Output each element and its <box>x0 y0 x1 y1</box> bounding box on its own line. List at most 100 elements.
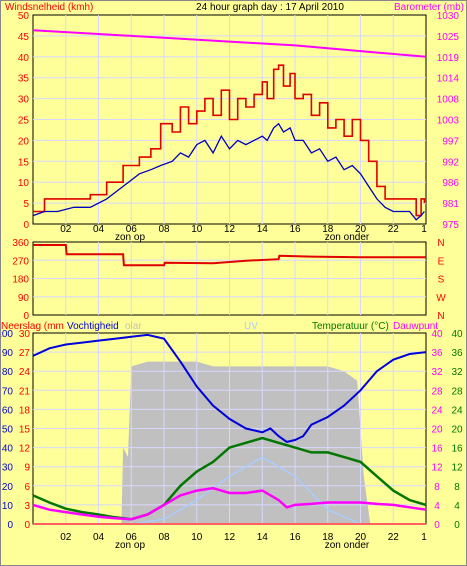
wind-x-tick-label: 08 <box>158 224 170 235</box>
barometer-line <box>32 29 427 58</box>
rain-y-tick-label: 9 <box>24 463 30 474</box>
wind-gust-line <box>33 64 426 217</box>
wind-x-tick-label: 14 <box>257 224 269 235</box>
dewpoint-y-tick-label: 36 <box>431 348 443 359</box>
wind-y-tick-label: 15 <box>18 157 30 168</box>
wind-y-tick-label: 45 <box>18 32 30 43</box>
sunrise-label-bottom: zon op <box>115 540 145 551</box>
wind-ticks: 0 5 10 15 20 25 30 35 40 45 50 975 981 986 992 997 1003 1… <box>18 11 460 235</box>
rain-y-tick-label: 30 <box>19 329 31 340</box>
rain-humidity-x-tick-label: 04 <box>93 532 105 543</box>
wind-x-tick-label: 18 <box>322 224 334 235</box>
barometer-y-tick-label: 992 <box>442 157 459 168</box>
humidity-y-tick-label: 30 <box>2 463 14 474</box>
barometer-y-tick-label: 986 <box>442 178 459 189</box>
uv-line <box>33 456 426 525</box>
rain-humidity-x-tick-label: 12 <box>224 532 236 543</box>
dewpoint-y-tick-label: 32 <box>431 367 443 378</box>
dewpoint-y-tick-label: 40 <box>431 329 443 340</box>
rain-humidity-x-tick-label: 08 <box>158 532 170 543</box>
dewpoint-y-tick-label: 20 <box>431 425 443 436</box>
temperature-y-tick-label: 12 <box>451 463 463 474</box>
rain-y-tick-label: 6 <box>24 482 30 493</box>
barometer-y-tick-label: 1030 <box>437 11 460 22</box>
humidity-y-tick-label: 50 <box>2 425 14 436</box>
humidity-line <box>32 333 427 443</box>
wind-x-tick-label: 02 <box>60 224 72 235</box>
wind-x-tick-label: 06 <box>126 224 138 235</box>
dewpoint-y-tick-label: 24 <box>431 405 443 416</box>
temperature-y-tick-label: 8 <box>454 482 460 493</box>
rain-y-tick-label: 3 <box>24 501 30 512</box>
humidity-y-tick-label: 90 <box>2 348 14 359</box>
direction-y-tick-label: 90 <box>18 293 30 304</box>
wind-y-tick-label: 25 <box>18 116 30 127</box>
rain-humidity-grid <box>33 333 426 524</box>
wind-x-tick-label: 22 <box>388 224 400 235</box>
wind-direction-line <box>33 244 426 267</box>
rain-humidity-x-tick-label: 16 <box>289 532 301 543</box>
temperature-y-tick-label: 20 <box>451 425 463 436</box>
sunset-label-bottom: zon onder <box>325 540 370 551</box>
rain-y-tick-label: 15 <box>19 425 31 436</box>
rain-humidity-x-tick-label: 18 <box>322 532 334 543</box>
wind-y-tick-label: 50 <box>18 11 30 22</box>
temperature-y-tick-label: 16 <box>451 444 463 455</box>
barometer-axis-label: Barometer (mb) <box>394 2 464 13</box>
uv-axis-label: UV <box>244 321 258 332</box>
humidity-axis-label: Vochtigheid <box>67 321 119 332</box>
temperature-y-tick-label: 4 <box>454 501 460 512</box>
compass-tick-label: E <box>438 256 445 267</box>
wind-y-tick-label: 20 <box>18 136 30 147</box>
barometer-y-tick-label: 1014 <box>437 74 460 85</box>
direction-grid <box>33 242 426 315</box>
rain-y-tick-label: 24 <box>19 367 31 378</box>
direction-y-tick-label: 270 <box>12 256 29 267</box>
barometer-y-tick-label: 1003 <box>437 116 460 127</box>
rain-humidity-lines <box>32 333 427 525</box>
rain-humidity-x-tick-label: 06 <box>126 532 138 543</box>
dewpoint-y-tick-label: 4 <box>434 501 440 512</box>
dewpoint-y-tick-label: 28 <box>431 386 443 397</box>
wind-y-tick-label: 10 <box>18 178 30 189</box>
rain-axis-label: Neerslag (mm <box>1 321 64 332</box>
compass-tick-label: N <box>437 238 444 249</box>
temperature-y-tick-label: 36 <box>451 348 463 359</box>
solar-axis-label: olar <box>125 321 142 332</box>
compass-tick-label: S <box>438 275 445 286</box>
direction-y-tick-label: 0 <box>23 311 29 322</box>
humidity-y-tick-label: 100 <box>0 329 13 340</box>
wind-y-tick-label: 0 <box>23 220 29 231</box>
humidity-y-tick-label: 80 <box>2 367 14 378</box>
wind-y-tick-label: 35 <box>18 74 30 85</box>
direction-y-tick-label: 180 <box>12 275 29 286</box>
wind-x-tick-label: 10 <box>191 224 203 235</box>
rain-humidity-x-tick-label: 14 <box>257 532 269 543</box>
rain-y-tick-label: 21 <box>19 386 31 397</box>
direction-series <box>33 244 426 267</box>
direction-y-tick-label: 360 <box>12 238 29 249</box>
sunrise-label: zon op <box>115 232 145 243</box>
barometer-y-tick-label: 1019 <box>437 53 460 64</box>
wind-series <box>32 29 427 221</box>
barometer-y-tick-label: 1025 <box>437 32 460 43</box>
wind-average-line <box>32 122 425 221</box>
page-title: 24 hour graph day : 17 April 2010 <box>196 2 344 13</box>
compass-tick-label: N <box>437 311 444 322</box>
rain-humidity-x-tick-label: 10 <box>191 532 203 543</box>
wind-x-tick-label: 16 <box>289 224 301 235</box>
wind-x-tick-label: 04 <box>93 224 105 235</box>
temperature-line <box>32 436 427 521</box>
temperature-y-tick-label: 24 <box>451 405 463 416</box>
temperature-y-tick-label: 0 <box>454 520 460 531</box>
wind-x-tick-label: 1 <box>421 224 427 235</box>
humidity-y-tick-label: 70 <box>2 386 14 397</box>
temperature-axis-label: Temperatuur (°C) <box>312 321 389 332</box>
wind-x-tick-label: 20 <box>355 224 367 235</box>
rain-humidity-x-tick-label: 20 <box>355 532 367 543</box>
temperature-y-tick-label: 28 <box>451 386 463 397</box>
wind-y-tick-label: 40 <box>18 53 30 64</box>
wind-x-tick-label: 12 <box>224 224 236 235</box>
